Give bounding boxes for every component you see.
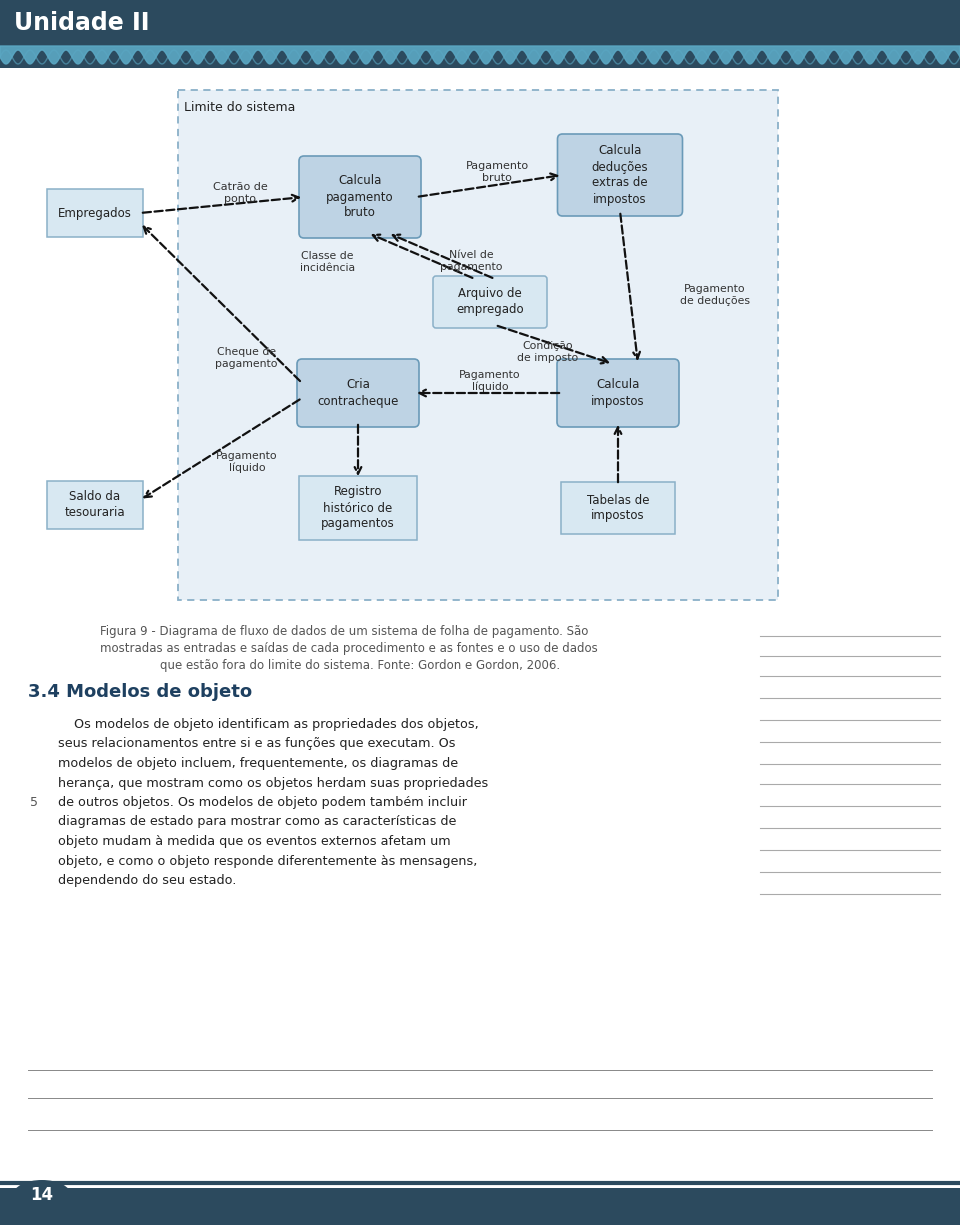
- FancyBboxPatch shape: [558, 134, 683, 216]
- Text: herança, que mostram como os objetos herdam suas propriedades: herança, que mostram como os objetos her…: [58, 777, 489, 789]
- Text: Pagamento
líquido: Pagamento líquido: [216, 451, 277, 473]
- FancyBboxPatch shape: [557, 359, 679, 428]
- Text: modelos de objeto incluem, frequentemente, os diagramas de: modelos de objeto incluem, frequentement…: [58, 757, 458, 771]
- Text: Unidade II: Unidade II: [14, 11, 150, 36]
- FancyBboxPatch shape: [299, 477, 417, 540]
- Text: seus relacionamentos entre si e as funções que executam. Os: seus relacionamentos entre si e as funçõ…: [58, 737, 455, 751]
- Text: Calcula
deduções
extras de
impostos: Calcula deduções extras de impostos: [591, 145, 648, 206]
- Text: diagramas de estado para mostrar como as características de: diagramas de estado para mostrar como as…: [58, 816, 456, 828]
- Text: de outros objetos. Os modelos de objeto podem também incluir: de outros objetos. Os modelos de objeto …: [58, 796, 467, 808]
- FancyBboxPatch shape: [178, 89, 778, 600]
- Text: Os modelos de objeto identificam as propriedades dos objetos,: Os modelos de objeto identificam as prop…: [58, 718, 479, 731]
- Text: dependendo do seu estado.: dependendo do seu estado.: [58, 873, 236, 887]
- FancyBboxPatch shape: [0, 1188, 960, 1225]
- Text: Pagamento
de deduções: Pagamento de deduções: [680, 284, 750, 306]
- FancyBboxPatch shape: [0, 47, 960, 69]
- Text: Calcula
impostos: Calcula impostos: [591, 379, 645, 408]
- Text: objeto mudam à medida que os eventos externos afetam um: objeto mudam à medida que os eventos ext…: [58, 835, 450, 848]
- FancyBboxPatch shape: [47, 481, 143, 529]
- FancyBboxPatch shape: [0, 0, 960, 47]
- Text: 14: 14: [31, 1186, 54, 1204]
- Text: 5: 5: [30, 796, 38, 808]
- FancyBboxPatch shape: [297, 359, 419, 428]
- Text: Condição
de imposto: Condição de imposto: [517, 341, 579, 363]
- FancyBboxPatch shape: [433, 276, 547, 328]
- Text: Limite do sistema: Limite do sistema: [184, 100, 296, 114]
- Text: Catrão de
ponto: Catrão de ponto: [212, 183, 268, 205]
- Text: Cria
contracheque: Cria contracheque: [318, 379, 398, 408]
- Ellipse shape: [13, 1180, 71, 1210]
- FancyBboxPatch shape: [299, 156, 421, 238]
- Text: 3.4 Modelos de objeto: 3.4 Modelos de objeto: [28, 684, 252, 701]
- Text: Arquivo de
empregado: Arquivo de empregado: [456, 288, 524, 316]
- Text: Empregados: Empregados: [58, 207, 132, 219]
- FancyBboxPatch shape: [47, 189, 143, 236]
- Text: objeto, e como o objeto responde diferentemente às mensagens,: objeto, e como o objeto responde diferen…: [58, 855, 477, 867]
- Text: que estão fora do limite do sistema. Fonte: Gordon e Gordon, 2006.: que estão fora do limite do sistema. Fon…: [160, 659, 560, 673]
- Text: Saldo da
tesouraria: Saldo da tesouraria: [64, 490, 126, 519]
- Text: Nível de
pagamento: Nível de pagamento: [440, 250, 502, 272]
- Text: Pagamento
bruto: Pagamento bruto: [466, 160, 529, 183]
- Text: Registro
histórico de
pagamentos: Registro histórico de pagamentos: [322, 485, 395, 530]
- Text: Tabelas de
impostos: Tabelas de impostos: [587, 494, 649, 523]
- Text: Figura 9 - Diagrama de fluxo de dados de um sistema de folha de pagamento. São: Figura 9 - Diagrama de fluxo de dados de…: [100, 625, 588, 638]
- Text: Cheque de
pagamento: Cheque de pagamento: [215, 347, 277, 369]
- Text: Classe de
incidência: Classe de incidência: [300, 251, 355, 273]
- Text: Calcula
pagamento
bruto: Calcula pagamento bruto: [326, 174, 394, 219]
- FancyBboxPatch shape: [561, 481, 675, 534]
- Text: Pagamento
líquido: Pagamento líquido: [459, 370, 521, 392]
- Text: mostradas as entradas e saídas de cada procedimento e as fontes e o uso de dados: mostradas as entradas e saídas de cada p…: [100, 642, 598, 655]
